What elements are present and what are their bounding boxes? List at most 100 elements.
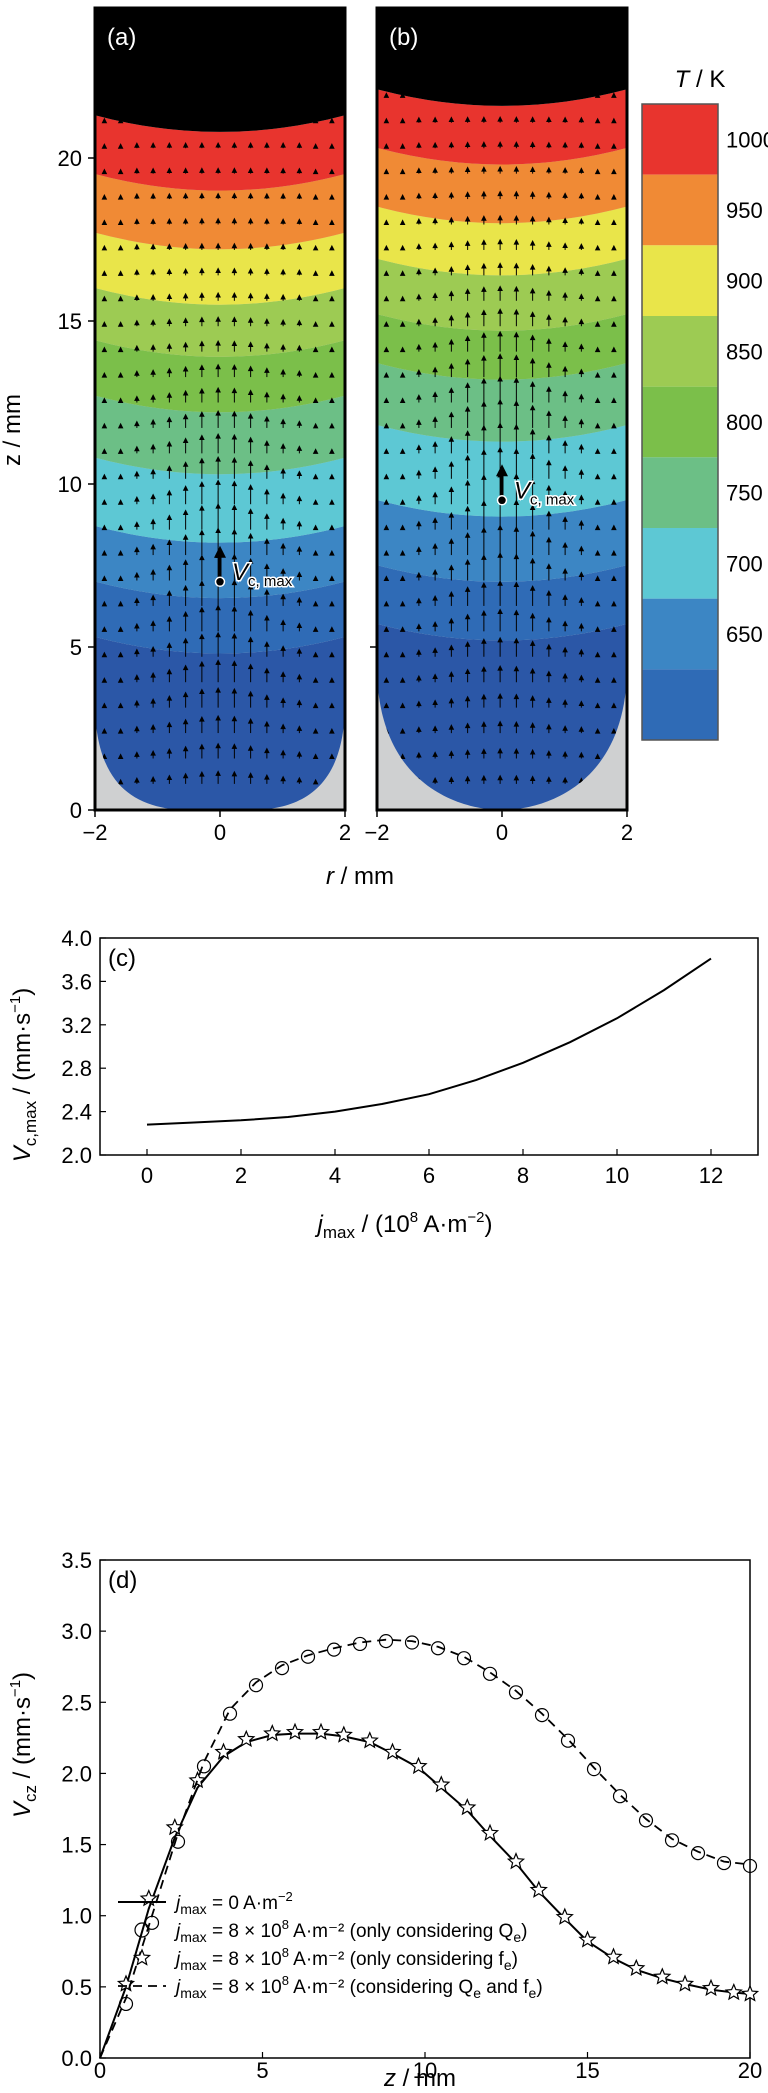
velocity-arrowhead [312,92,319,98]
velocity-arrowhead [150,268,156,275]
panel-d-star-marker [578,1930,597,1948]
velocity-arrowhead [312,193,319,200]
panel-c-label: (c) [108,945,136,972]
velocity-arrowhead [481,582,487,588]
velocity-arrowhead [134,597,140,603]
velocity-arrowhead [312,346,319,353]
velocity-arrowhead [296,596,303,603]
velocity-arrowhead [215,291,221,298]
velocity-arrowhead [416,520,422,527]
velocity-arrowhead [448,363,455,369]
velocity-arrowhead [464,166,471,173]
velocity-arrowhead [481,721,487,727]
velocity-arrowhead [448,724,455,730]
velocity-arrowhead [416,318,422,325]
velocity-arrowhead [296,445,303,451]
velocity-arrowhead [594,15,601,22]
velocity-arrowhead [280,443,286,449]
velocity-arrowhead [464,559,471,565]
panel-d-x-tick-label: 5 [256,2058,268,2083]
velocity-arrowhead [231,715,238,722]
velocity-arrowhead [264,391,270,398]
velocity-arrowhead [199,743,205,750]
velocity-arrowhead [497,65,503,72]
velocity-arrowhead [513,400,520,406]
velocity-arrowhead [513,553,520,560]
velocity-arrowhead [383,92,390,98]
velocity-arrowhead [264,367,270,373]
velocity-arrowhead [182,167,189,173]
velocity-arrowhead [182,534,189,540]
legend-entry: jmax = 0 A·m−2 [173,1889,293,1917]
velocity-arrowhead [264,14,270,21]
velocity-arrowhead [101,371,108,378]
velocity-arrowhead [117,168,124,175]
velocity-arrowhead [101,473,108,480]
velocity-arrowhead [101,626,108,632]
panel-d-star-marker [675,1974,695,1992]
velocity-arrowhead [264,513,270,519]
panel-d-series-solid [99,1732,751,2059]
velocity-arrowhead [166,293,173,300]
panel-c-x-tick-label: 4 [329,1163,341,1188]
velocity-arrowhead [481,286,487,292]
velocity-arrowhead [546,750,552,756]
velocity-arrowhead [546,459,552,466]
velocity-arrowhead [399,753,406,759]
velocity-arrowhead [264,464,270,470]
velocity-arrowhead [117,193,124,200]
velocity-arrowhead [432,391,438,397]
velocity-arrowhead [199,688,205,695]
velocity-arrowhead [529,215,536,222]
velocity-arrowhead [578,751,585,758]
velocity-arrowhead [448,65,455,72]
velocity-arrowhead [432,491,438,498]
velocity-arrowhead [481,377,487,384]
velocity-arrowhead [329,346,335,353]
velocity-arrowhead [594,117,601,124]
velocity-arrowhead [215,503,221,509]
velocity-arrowhead [264,641,270,647]
temperature-band [95,8,345,132]
panel-d-circle-marker [612,1789,628,1804]
panel-c-x-label-rest: / (10 [355,1211,410,1238]
velocity-arrowhead [578,167,585,173]
velocity-arrowhead [497,308,503,314]
velocity-arrowhead [247,167,254,173]
velocity-arrowhead [182,461,189,467]
panel-c-y-tick-label: 4.0 [61,926,92,951]
panel-d-x-label-z: z [383,2065,396,2092]
velocity-arrowhead [513,774,520,781]
velocity-arrowhead [481,141,487,147]
velocity-arrowhead [416,217,422,224]
velocity-arrowhead [513,720,520,727]
panel-d-star-marker [701,1978,721,1997]
velocity-arrowhead [231,267,238,274]
velocity-arrowhead [182,116,189,123]
velocity-arrowhead [134,546,140,553]
velocity-arrowhead [117,448,124,454]
velocity-arrowhead [166,367,173,374]
velocity-arrowhead [166,465,173,471]
velocity-arrowhead [562,672,568,679]
velocity-arrowhead [513,190,520,197]
velocity-arrowhead [513,637,520,644]
velocity-arrowhead [399,397,406,403]
velocity-arrowhead [481,638,487,644]
velocity-arrowhead [529,14,536,21]
velocity-arrowhead [280,243,286,250]
velocity-arrowhead [497,552,503,558]
velocity-arrowhead [150,518,156,525]
velocity-arrowhead [611,448,617,454]
velocity-arrowhead [481,774,487,781]
velocity-arrowhead [199,364,205,370]
velocity-arrowhead [247,690,254,697]
velocity-arrowhead [432,116,438,123]
velocity-arrowhead [247,341,254,348]
velocity-arrowhead [166,65,173,72]
velocity-arrowhead [231,340,238,346]
velocity-arrowhead [497,636,503,643]
velocity-arrowhead [594,346,601,353]
velocity-arrowhead [215,65,221,72]
